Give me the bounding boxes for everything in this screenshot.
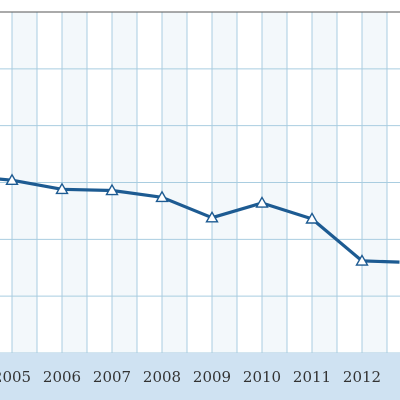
x-axis-bar (0, 353, 400, 400)
x-tick-label: 2011 (293, 368, 331, 386)
data-point-marker (155, 190, 169, 203)
series-markers (5, 173, 369, 266)
x-tick-label: 2005 (0, 368, 31, 386)
data-point-marker (355, 254, 369, 266)
x-tick-label: 2006 (43, 368, 81, 386)
x-tick-label: 2012 (343, 368, 381, 386)
x-tick-label: 2008 (143, 368, 181, 386)
data-point-marker (5, 173, 19, 186)
x-tick-label: 2009 (193, 368, 231, 386)
x-tick-label: 2007 (93, 368, 131, 386)
data-point-marker (105, 183, 119, 196)
data-point-marker (305, 211, 319, 224)
x-tick-label: 2010 (243, 368, 281, 386)
data-point-marker (55, 182, 69, 195)
series-line (0, 177, 400, 264)
data-point-marker (255, 196, 269, 208)
data-point-marker (205, 210, 219, 223)
x-axis-tick-labels: 200520062007200820092010201120122 (0, 368, 381, 386)
